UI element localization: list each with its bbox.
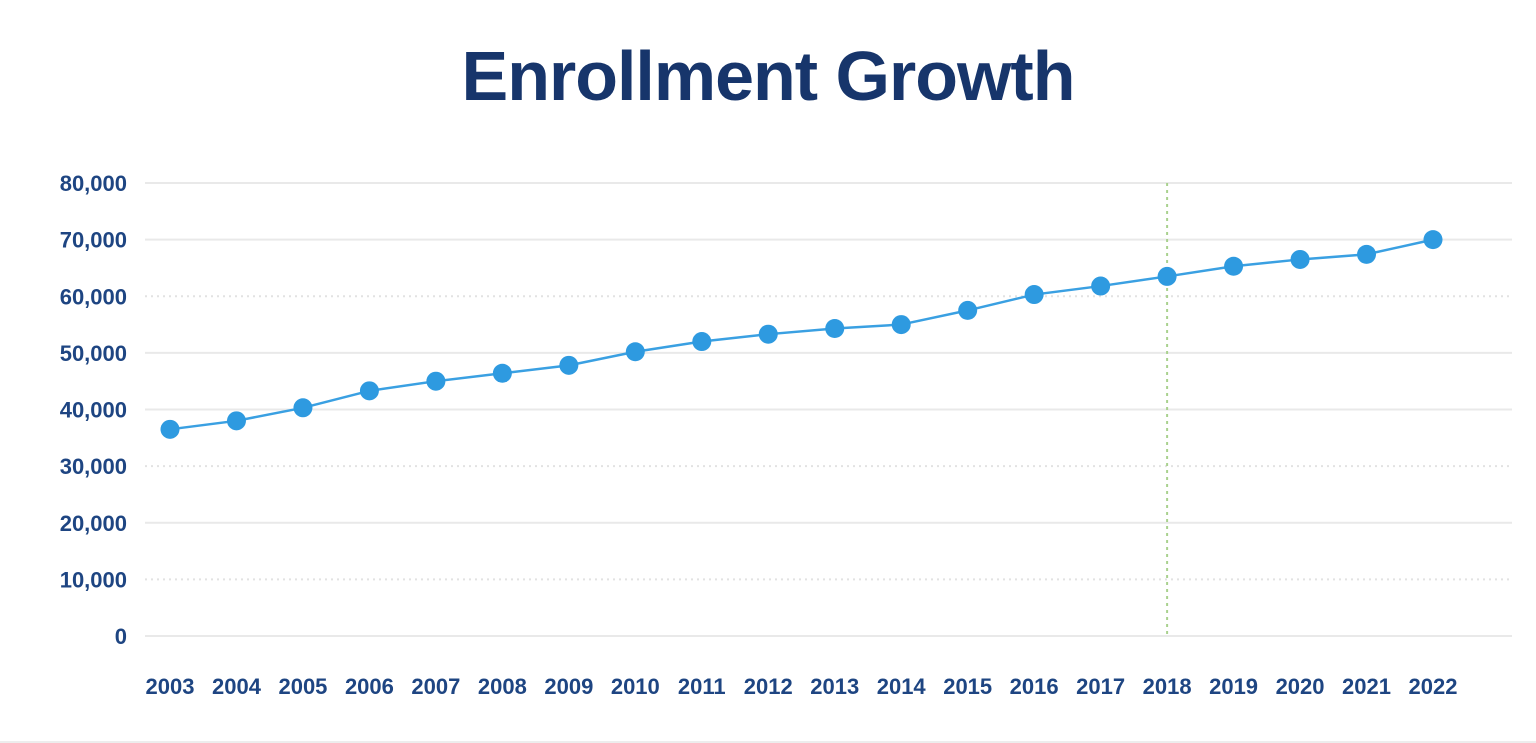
x-tick-label: 2020 (1276, 674, 1325, 699)
x-tick-label: 2011 (678, 674, 726, 699)
y-tick-label: 40,000 (60, 398, 127, 423)
data-point-2020 (1290, 249, 1310, 269)
data-point-2018 (1157, 266, 1177, 286)
x-tick-label: 2016 (1010, 674, 1059, 699)
x-tick-label: 2014 (877, 674, 927, 699)
data-point-2010 (625, 342, 645, 362)
data-point-2014 (891, 315, 911, 335)
data-point-2003 (160, 419, 180, 439)
data-point-2017 (1091, 276, 1111, 296)
data-point-2006 (359, 381, 379, 401)
x-tick-label: 2007 (411, 674, 460, 699)
x-tick-label: 2012 (744, 674, 793, 699)
trend-line (169, 238, 1434, 431)
x-tick-label: 2017 (1076, 674, 1125, 699)
x-tick-label: 2015 (943, 674, 992, 699)
x-tick-label: 2019 (1209, 674, 1258, 699)
y-tick-label: 20,000 (60, 511, 127, 536)
data-point-2004 (226, 411, 246, 431)
x-tick-label: 2021 (1342, 674, 1391, 699)
x-tick-label: 2003 (146, 674, 195, 699)
x-tick-label: 2010 (611, 674, 660, 699)
data-point-2021 (1357, 244, 1377, 264)
data-point-2007 (426, 371, 446, 391)
data-point-2019 (1224, 256, 1244, 276)
y-tick-label: 30,000 (60, 454, 127, 479)
data-point-2015 (958, 300, 978, 320)
y-tick-label: 0 (115, 624, 127, 649)
data-point-2005 (293, 398, 313, 418)
y-tick-label: 60,000 (60, 284, 127, 309)
x-tick-label: 2006 (345, 674, 394, 699)
x-tick-label: 2018 (1143, 674, 1192, 699)
y-tick-label: 80,000 (60, 171, 127, 196)
x-tick-label: 2008 (478, 674, 527, 699)
data-point-2012 (758, 324, 778, 344)
x-tick-label: 2022 (1409, 674, 1458, 699)
data-point-2022 (1423, 230, 1443, 250)
data-point-2009 (559, 355, 579, 375)
data-point-2013 (825, 319, 845, 339)
x-tick-label: 2005 (278, 674, 327, 699)
y-tick-label: 50,000 (60, 341, 127, 366)
data-point-2011 (692, 332, 712, 352)
data-point-2008 (492, 363, 512, 383)
chart-title: Enrollment Growth (461, 37, 1076, 115)
x-tick-label: 2004 (212, 674, 262, 699)
x-tick-label: 2009 (544, 674, 593, 699)
x-tick-label: 2013 (810, 674, 859, 699)
y-tick-label: 70,000 (60, 228, 127, 253)
data-point-2016 (1024, 285, 1044, 305)
y-tick-label: 10,000 (60, 567, 127, 592)
